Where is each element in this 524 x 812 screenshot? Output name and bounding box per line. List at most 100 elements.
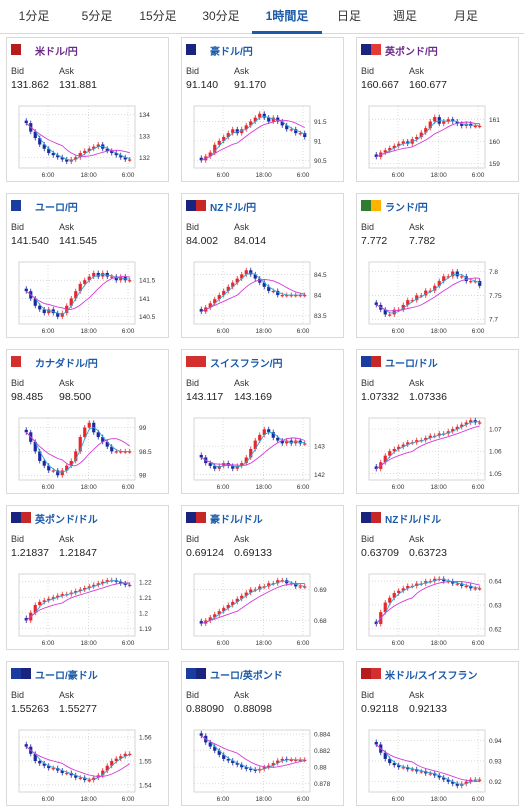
pair-name[interactable]: スイスフラン/円: [210, 359, 283, 370]
pair-name[interactable]: ユーロ/豪ドル: [35, 671, 98, 682]
mini-chart[interactable]: 6:00 18:00 6:00 143 142: [182, 410, 343, 493]
candle-body: [110, 276, 114, 278]
mini-chart[interactable]: 6:00 18:00 6:00 161 160 159: [357, 98, 518, 181]
rate-card[interactable]: カナダドル/円 Bid Ask 98.485 98.500 6:00 18:00 6:00 99…: [6, 349, 169, 494]
ma-long-line: [375, 744, 480, 783]
pair-name[interactable]: NZドル/円: [210, 203, 257, 214]
tab-5[interactable]: 日足: [336, 9, 361, 23]
x-tick-label: 18:00: [80, 484, 97, 491]
rate-card[interactable]: NZドル/ドル Bid Ask 0.63709 0.63723 6:00 18:00 6:00…: [356, 505, 519, 650]
card-header[interactable]: スイスフラン/円: [182, 350, 343, 372]
pair-name[interactable]: ユーロ/円: [35, 203, 78, 214]
pair-name[interactable]: ユーロ/英ポンド: [210, 671, 283, 682]
rate-card[interactable]: 豪ドル/ドル Bid Ask 0.69124 0.69133 6:00 18:00 6:00 0…: [181, 505, 344, 650]
card-header[interactable]: ユーロ/英ポンド: [182, 662, 343, 684]
y-tick-label: 1.06: [489, 449, 502, 456]
rate-card[interactable]: スイスフラン/円 Bid Ask 143.117 143.169 6:00 18:00 6:0…: [181, 349, 344, 494]
tab-4[interactable]: 1時間足: [252, 0, 322, 34]
mini-chart[interactable]: 6:00 18:00 6:00 91.5 91 90.5: [182, 98, 343, 181]
rate-card[interactable]: 米ドル/スイスフラン Bid Ask 0.92118 0.92133 6:00 18:00 6…: [356, 661, 519, 806]
plot-frame: [18, 573, 136, 637]
mini-chart[interactable]: 6:00 18:00 6:00 141.5 141 140.5: [7, 254, 168, 337]
candle-body: [280, 121, 284, 126]
candle-body: [56, 155, 60, 158]
candle-body: [383, 602, 387, 613]
ma-short-line: [201, 115, 306, 161]
candle-body: [226, 605, 230, 609]
rate-card[interactable]: ユーロ/円 Bid Ask 141.540 141.545 6:00 18:00 6:00 14…: [6, 193, 169, 338]
x-tick-label: 6:00: [42, 484, 55, 491]
candle-body: [96, 144, 100, 147]
tab-6[interactable]: 週足: [392, 9, 417, 23]
candle-body: [267, 583, 271, 587]
card-header[interactable]: 英ポンド/ドル: [7, 506, 168, 528]
y-tick-label: 84.5: [314, 272, 327, 279]
tab-0[interactable]: 1分足: [18, 9, 50, 23]
candle-body: [374, 466, 378, 469]
pair-name[interactable]: カナダドル/円: [35, 359, 98, 370]
pair-name[interactable]: 豪ドル/ドル: [210, 515, 263, 526]
card-header[interactable]: 英ポンド/円: [357, 38, 518, 60]
pair-name[interactable]: 英ポンド/ドル: [35, 515, 98, 526]
rate-card[interactable]: ユーロ/豪ドル Bid Ask 1.55263 1.55277 6:00 18:00 6:00…: [6, 661, 169, 806]
mini-chart[interactable]: 6:00 18:00 6:00 7.8 7.75 7.7: [357, 254, 518, 337]
rate-card[interactable]: ランド/円 Bid Ask 7.772 7.782 6:00 18:00 6:00 7.8 7.7…: [356, 193, 519, 338]
rate-card[interactable]: ユーロ/ドル Bid Ask 1.07332 1.07336 6:00 18:00 6:00 1…: [356, 349, 519, 494]
card-header[interactable]: ユーロ/円: [7, 194, 168, 216]
candle-body: [249, 768, 253, 771]
pair-name[interactable]: 米ドル/スイスフラン: [385, 671, 478, 682]
mini-chart[interactable]: 6:00 18:00 6:00 0.884 0.882 0.88 0.878: [182, 722, 343, 805]
rate-card[interactable]: ユーロ/英ポンド Bid Ask 0.88090 0.88098 6:00 18:00 6:0…: [181, 661, 344, 806]
rate-card[interactable]: 米ドル/円 Bid Ask 131.862 131.881 6:00 18:00 6:00 13…: [6, 37, 169, 182]
mini-chart[interactable]: 6:00 18:00 6:00 1.22 1.21 1.2 1.19: [7, 566, 168, 649]
candle-body: [235, 598, 239, 602]
card-header[interactable]: ユーロ/豪ドル: [7, 662, 168, 684]
candle-body: [110, 150, 114, 154]
card-header[interactable]: カナダドル/円: [7, 350, 168, 372]
currency-flag-icon: [11, 356, 31, 367]
pair-name[interactable]: 米ドル/円: [35, 47, 78, 58]
pair-name[interactable]: ユーロ/ドル: [385, 359, 438, 370]
rate-card[interactable]: 豪ドル/円 Bid Ask 91.140 91.170 6:00 18:00 6:00 91.5…: [181, 37, 344, 182]
ma-short-line: [201, 580, 305, 625]
pair-name[interactable]: ランド/円: [385, 203, 428, 214]
candle-body: [289, 129, 293, 131]
pair-name[interactable]: 英ポンド/円: [385, 47, 438, 58]
candle-body: [128, 159, 132, 161]
tab-7[interactable]: 月足: [453, 9, 478, 23]
ma-long-line: [201, 279, 305, 313]
bid-label: Bid: [361, 66, 375, 76]
mini-chart[interactable]: 6:00 18:00 6:00 0.69 0.68: [182, 566, 343, 649]
card-header[interactable]: 豪ドル/円: [182, 38, 343, 60]
mini-chart[interactable]: 6:00 18:00 6:00 1.56 1.55 1.54: [7, 722, 168, 805]
pair-name[interactable]: NZドル/ドル: [385, 515, 442, 526]
pair-name[interactable]: 豪ドル/円: [210, 47, 253, 58]
plot-frame: [193, 573, 311, 637]
card-header[interactable]: 米ドル/スイスフラン: [357, 662, 518, 684]
mini-chart[interactable]: 6:00 18:00 6:00 0.64 0.63 0.62: [357, 566, 518, 649]
rate-card[interactable]: 英ポンド/ドル Bid Ask 1.21837 1.21847 6:00 18:00 6:00…: [6, 505, 169, 650]
tab-1[interactable]: 5分足: [81, 9, 113, 23]
mini-chart[interactable]: 6:00 18:00 6:00 99 98.5 98: [7, 410, 168, 493]
candle-body: [244, 125, 248, 130]
rate-card[interactable]: 英ポンド/円 Bid Ask 160.667 160.677 6:00 18:00 6:00 1…: [356, 37, 519, 182]
mini-chart[interactable]: 6:00 18:00 6:00 1.07 1.06 1.05: [357, 410, 518, 493]
card-header[interactable]: NZドル/ドル: [357, 506, 518, 528]
candle-body: [222, 754, 226, 759]
card-header[interactable]: 米ドル/円: [7, 38, 168, 60]
rate-card[interactable]: NZドル/円 Bid Ask 84.002 84.014 6:00 18:00 6:00 84.…: [181, 193, 344, 338]
tab-2[interactable]: 15分足: [139, 9, 177, 23]
mini-chart[interactable]: 6:00 18:00 6:00 84.5 84 83.5: [182, 254, 343, 337]
mini-chart[interactable]: 6:00 18:00 6:00 134 133 132: [7, 98, 168, 181]
card-header[interactable]: ユーロ/ドル: [357, 350, 518, 372]
candle-body: [240, 595, 244, 599]
ask-label: Ask: [409, 378, 425, 388]
tab-3[interactable]: 30分足: [202, 9, 240, 23]
ask-value: 1.21847: [59, 547, 97, 559]
card-header[interactable]: 豪ドル/ドル: [182, 506, 343, 528]
mini-chart[interactable]: 6:00 18:00 6:00 0.94 0.93 0.92: [357, 722, 518, 805]
currency-flag-icon: [186, 44, 206, 55]
candle-body: [78, 437, 82, 452]
card-header[interactable]: ランド/円: [357, 194, 518, 216]
card-header[interactable]: NZドル/円: [182, 194, 343, 216]
